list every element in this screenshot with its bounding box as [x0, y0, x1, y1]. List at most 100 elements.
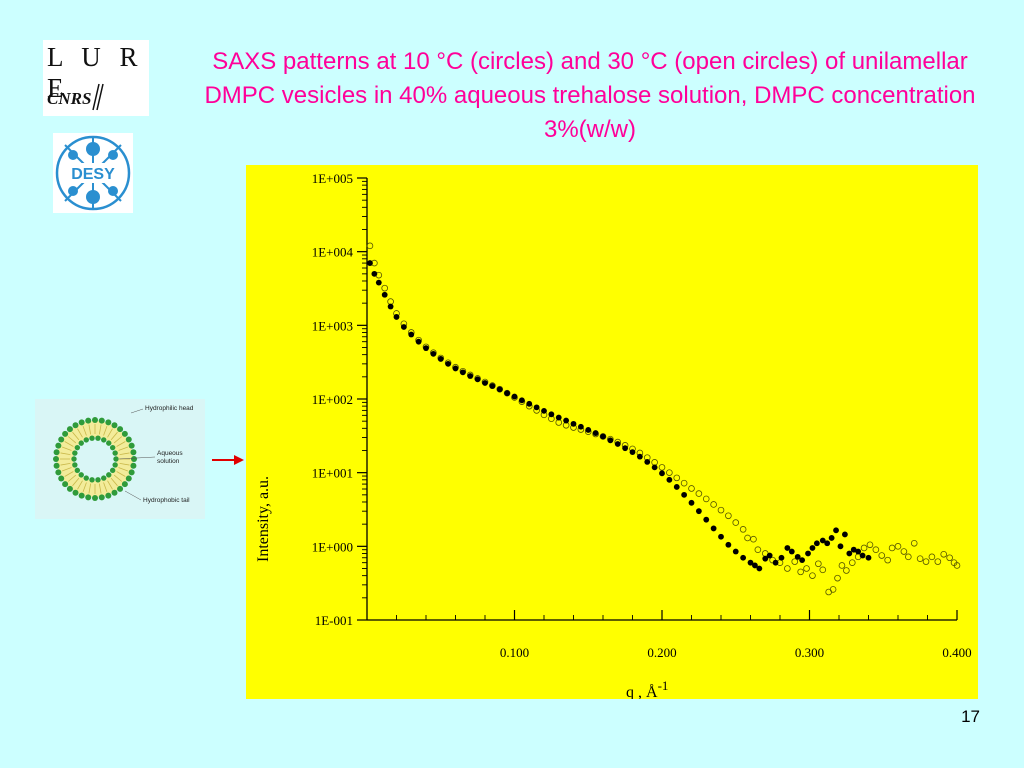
- data-point-10c: [859, 552, 866, 559]
- data-point-10c: [846, 550, 853, 557]
- data-point-10c: [855, 548, 862, 555]
- data-point-10c: [467, 373, 474, 379]
- vesicle-diagram: Hydrophilic head Aqueous solution Hydrop…: [35, 399, 205, 519]
- data-point-30c: [819, 566, 827, 574]
- desy-logo-text: DESY: [71, 166, 115, 183]
- y-tick-label: 1E+000: [312, 539, 353, 554]
- data-point-10c: [541, 407, 547, 414]
- data-point-10c: [563, 417, 570, 424]
- data-point-10c: [740, 554, 747, 561]
- data-point-30c: [888, 544, 896, 552]
- data-point-30c: [791, 558, 799, 565]
- data-point-10c: [762, 555, 769, 562]
- data-point-10c: [752, 562, 758, 569]
- data-point-30c: [754, 546, 762, 554]
- data-point-10c: [666, 476, 673, 483]
- data-point-10c: [837, 543, 844, 550]
- data-point-30c: [946, 554, 953, 562]
- data-point-10c: [585, 427, 592, 433]
- data-point-10c: [423, 345, 429, 352]
- y-tick-label: 1E+004: [312, 245, 354, 260]
- data-point-10c: [747, 559, 754, 566]
- data-point-10c: [614, 441, 621, 447]
- data-point-30c: [688, 485, 695, 492]
- data-point-10c: [788, 548, 795, 555]
- data-point-30c: [894, 543, 902, 550]
- data-point-30c: [784, 565, 791, 572]
- data-point-10c: [732, 548, 739, 555]
- data-point-10c: [695, 508, 702, 515]
- data-point-10c: [629, 449, 636, 456]
- data-point-10c: [703, 516, 710, 523]
- data-point-10c: [833, 527, 839, 534]
- data-point-10c: [430, 350, 437, 357]
- x-tick-label: 0.200: [647, 645, 676, 660]
- data-point-10c: [367, 260, 373, 266]
- data-point-10c: [651, 464, 658, 471]
- y-tick-label: 1E-001: [315, 613, 353, 628]
- desy-logo: DESY: [53, 133, 133, 213]
- data-point-10c: [718, 533, 724, 540]
- data-point-10c: [437, 356, 444, 362]
- data-point-10c: [518, 397, 525, 404]
- data-point-10c: [592, 430, 599, 436]
- data-point-30c: [953, 562, 961, 569]
- x-axis-label: q , Å-1: [626, 678, 668, 699]
- aqueous-label-2: solution: [157, 458, 180, 465]
- hydrophobic-tail-label: Hydrophobic tail: [143, 497, 190, 504]
- x-tick-label: 0.300: [795, 645, 824, 660]
- data-point-10c: [673, 484, 680, 490]
- slide-title: SAXS patterns at 10 °C (circles) and 30 …: [204, 48, 976, 143]
- data-point-30c: [658, 464, 666, 471]
- hydrophilic-head-label: Hydrophilic head: [145, 405, 194, 412]
- cnrs-logo-mark: CNRS: [47, 83, 104, 111]
- data-point-30c: [809, 572, 816, 579]
- data-point-10c: [489, 383, 496, 389]
- data-point-30c: [797, 568, 804, 576]
- data-point-10c: [511, 393, 518, 400]
- data-point-10c: [819, 537, 826, 544]
- data-point-30c: [680, 479, 688, 487]
- saxs-chart-svg: 1E-001 1E+000 1E+001 1E+002 1E+003 1E+004 1E+0…: [255, 171, 972, 699]
- data-point-10c: [526, 400, 533, 407]
- data-point-10c: [688, 499, 695, 506]
- data-point-10c: [381, 291, 388, 298]
- data-point-10c: [756, 565, 763, 572]
- data-point-10c: [710, 525, 717, 532]
- data-point-10c: [813, 540, 820, 547]
- data-point-30c: [555, 419, 563, 426]
- data-point-30c: [717, 506, 725, 514]
- aqueous-label-1: Aqueous: [157, 450, 183, 457]
- data-point-10c: [600, 433, 606, 440]
- data-point-30c: [381, 284, 389, 292]
- page-number: 17: [961, 707, 980, 726]
- data-point-10c: [408, 331, 415, 338]
- data-point-10c: [824, 540, 831, 547]
- x-tick-label: 0.400: [942, 645, 971, 660]
- data-point-30c: [710, 501, 717, 508]
- data-point-10c: [636, 453, 643, 460]
- data-point-30c: [673, 474, 681, 482]
- data-point-30c: [884, 556, 891, 564]
- data-point-10c: [725, 541, 732, 548]
- y-axis-label: Intensity, a.u.: [255, 476, 272, 562]
- data-point-10c: [371, 270, 378, 277]
- data-point-30c: [739, 526, 747, 533]
- data-point-10c: [784, 545, 791, 551]
- x-tick-label: 0.100: [500, 645, 529, 660]
- data-point-10c: [533, 404, 540, 411]
- data-point-30c: [725, 512, 732, 520]
- data-point-30c: [829, 586, 837, 593]
- data-point-10c: [850, 546, 857, 553]
- data-point-30c: [922, 558, 930, 565]
- data-point-30c: [387, 298, 394, 305]
- data-point-10c: [496, 386, 503, 393]
- data-point-30c: [825, 588, 832, 596]
- data-point-30c: [900, 548, 908, 555]
- data-point-30c: [803, 565, 810, 572]
- data-point-10c: [387, 303, 394, 310]
- data-point-10c: [474, 376, 481, 383]
- data-point-30c: [860, 544, 868, 552]
- data-point-30c: [744, 534, 751, 542]
- y-tick-label: 1E+005: [312, 171, 353, 186]
